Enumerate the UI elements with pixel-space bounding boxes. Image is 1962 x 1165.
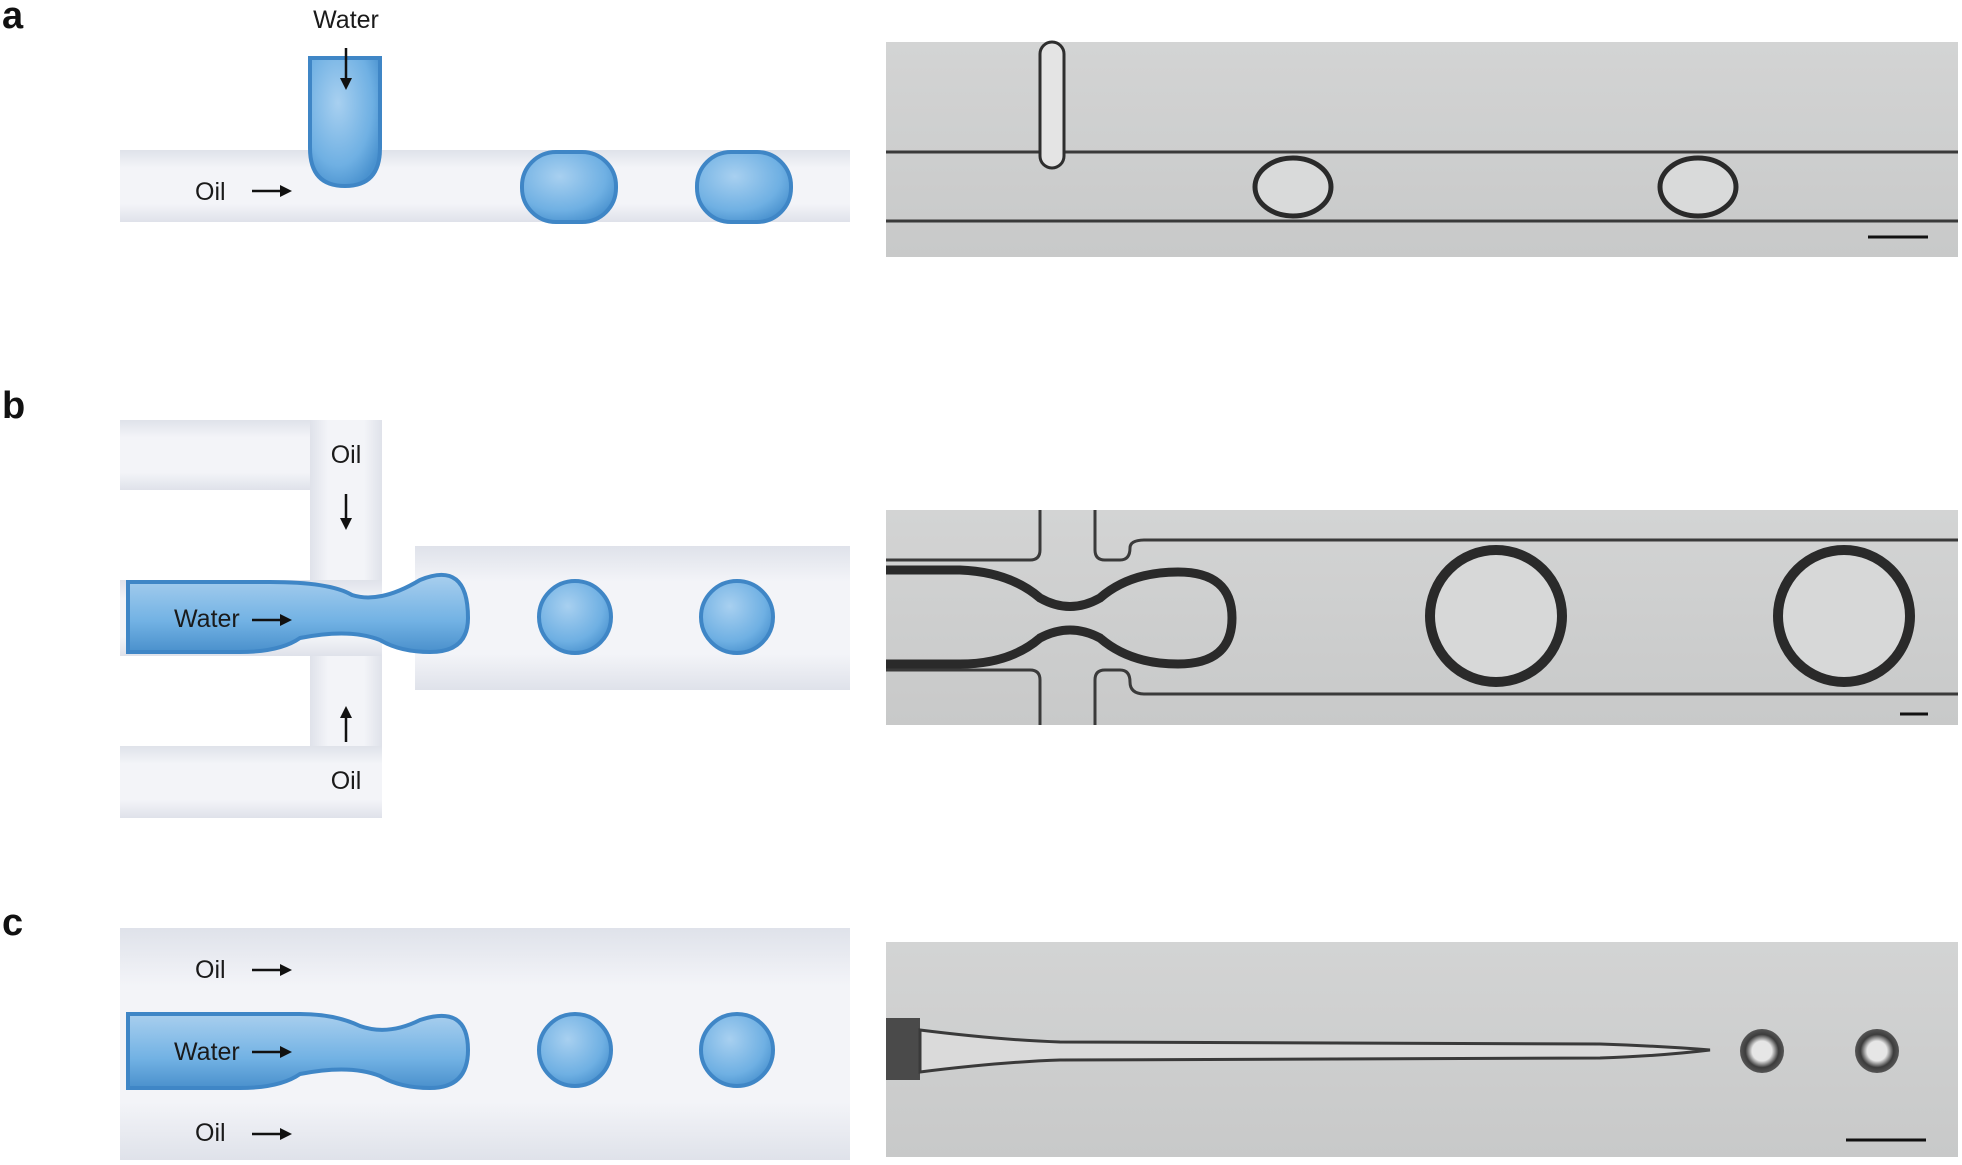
- panel-a-micrograph: [886, 40, 1958, 257]
- panel-b-schematic: Oil Water Oil: [120, 420, 850, 818]
- oil-channel-bottom: [120, 746, 382, 818]
- micro-droplet: [1773, 545, 1915, 687]
- oil-bottom-label: Oil: [195, 1119, 226, 1147]
- panel-c: c Oil Water Oil: [2, 902, 1958, 1160]
- panel-c-schematic: Oil Water Oil: [120, 928, 850, 1160]
- right-arrow-icon: [252, 1128, 292, 1140]
- micro-droplet: [1657, 155, 1739, 219]
- micro-droplet: [1740, 1029, 1784, 1073]
- panel-a: a Water Oil: [2, 0, 1958, 257]
- water-finger: [886, 565, 1237, 669]
- right-arrow-icon: [252, 964, 292, 976]
- right-arrow-icon: [252, 614, 292, 626]
- panel-letter-a: a: [2, 0, 24, 37]
- channel-wall-top: [886, 510, 1958, 562]
- droplet: [699, 1012, 775, 1088]
- right-arrow-icon: [252, 185, 292, 197]
- droplet: [695, 150, 793, 224]
- droplet: [520, 150, 618, 224]
- water-inlet-needle: [1038, 40, 1066, 170]
- capillary-tip: [886, 1018, 920, 1080]
- water-stream: [126, 1012, 471, 1091]
- oil-top-label: Oil: [331, 441, 362, 469]
- micro-droplet: [1425, 545, 1567, 687]
- water-label: Water: [174, 1038, 240, 1066]
- down-arrow-icon: [340, 494, 352, 530]
- panel-b-micrograph: [886, 510, 1958, 725]
- up-arrow-icon: [340, 706, 352, 742]
- oil-label: Oil: [195, 178, 226, 206]
- channel-wall-bottom: [886, 668, 1958, 725]
- droplet: [537, 579, 613, 655]
- micro-droplet: [1252, 155, 1334, 219]
- water-inlet-tube: [308, 56, 382, 189]
- droplet: [699, 579, 775, 655]
- panel-b: b Oil Water: [2, 385, 1958, 818]
- water-label: Water: [313, 6, 379, 34]
- panel-letter-c: c: [2, 902, 23, 944]
- droplet: [537, 1012, 613, 1088]
- oil-bottom-label: Oil: [331, 767, 362, 795]
- outlet-channel: [415, 546, 850, 690]
- panel-letter-b: b: [2, 385, 25, 427]
- panel-c-micrograph: [886, 942, 1958, 1157]
- water-label: Water: [174, 605, 240, 633]
- oil-top-label: Oil: [195, 956, 226, 984]
- panel-a-schematic: Water Oil: [120, 6, 850, 224]
- water-jet: [918, 1028, 1711, 1074]
- down-arrow-icon: [340, 48, 352, 90]
- right-arrow-icon: [252, 1046, 292, 1058]
- water-stream: [126, 573, 471, 655]
- micro-droplet: [1855, 1029, 1899, 1073]
